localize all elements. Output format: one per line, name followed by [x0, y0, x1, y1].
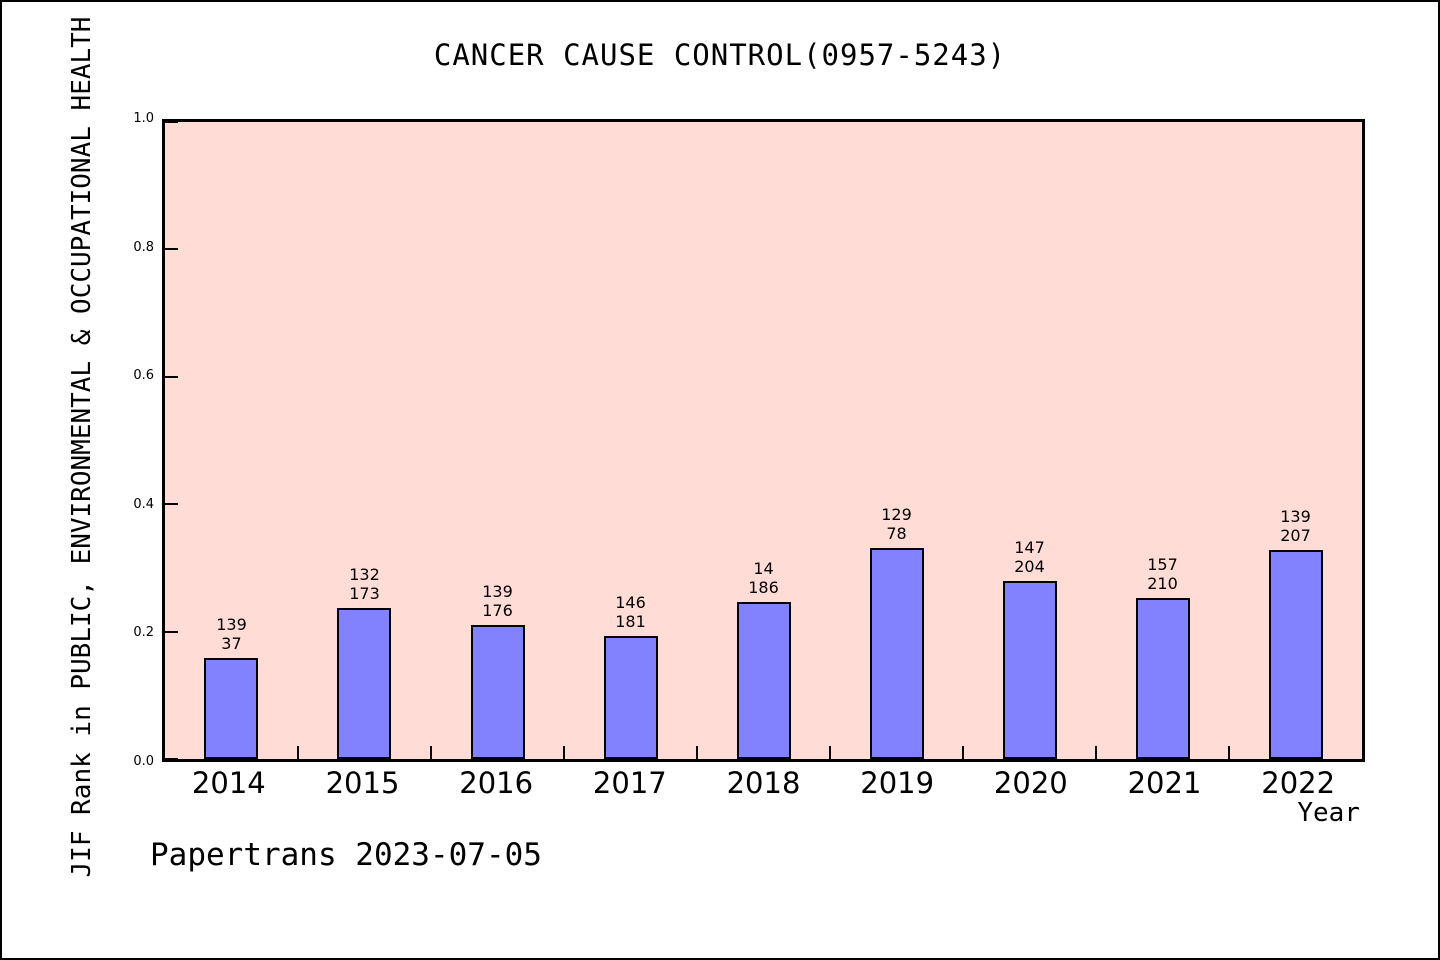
bar-2017 [603, 636, 658, 759]
bar-value-label-2021: 157 210 [1147, 555, 1178, 594]
y-tick-label-0.8: 0.8 [133, 239, 154, 255]
x-tick-label-2019: 2019 [860, 766, 935, 800]
y-tick-0.0 [165, 758, 178, 760]
y-tick-label-0.6: 0.6 [133, 368, 154, 384]
bar-value-label-2019: 129 78 [881, 505, 912, 544]
x-boundary-tick [695, 746, 698, 759]
x-boundary-tick [429, 746, 432, 759]
x-boundary-tick [1095, 746, 1097, 759]
x-tick-label-2022: 2022 [1261, 766, 1336, 800]
x-axis-label: Year [1297, 798, 1360, 828]
x-tick-label-2021: 2021 [1127, 766, 1202, 800]
y-tick-label-0.2: 0.2 [133, 625, 154, 641]
x-boundary-tick [962, 746, 964, 759]
y-tick-0.2 [165, 630, 178, 633]
x-boundary-tick [296, 746, 299, 759]
x-tick-label-2016: 2016 [459, 766, 534, 800]
x-boundary-tick [1227, 746, 1230, 759]
bar-value-label-2016: 139 176 [482, 582, 513, 621]
plot-area: 139 37 132 173 139 176 146 181 14 186 129 78 1… [162, 119, 1365, 762]
bar-2016 [470, 625, 525, 759]
chart-title: CANCER CAUSE CONTROL(0957-5243) [433, 38, 1007, 72]
bar-2014 [204, 658, 259, 759]
footer-watermark: Papertrans 2023-07-05 [150, 837, 542, 873]
bar-2019 [869, 548, 924, 759]
x-tick-label-2015: 2015 [325, 766, 400, 800]
y-tick-0.6 [165, 375, 178, 378]
bar-2020 [1002, 581, 1057, 759]
bar-value-label-2014: 139 37 [216, 615, 247, 654]
x-tick-labels: 2014 2015 2016 2017 2018 2019 2020 2021 2022 [162, 766, 1365, 806]
y-tick-label-1.0: 1.0 [133, 111, 154, 126]
y-tick-0.4 [165, 503, 178, 506]
y-tick-label-0.4: 0.4 [133, 496, 154, 512]
x-boundary-tick [563, 746, 565, 759]
y-axis-label: JIF Rank in PUBLIC, ENVIRONMENTAL & OCCU… [67, 16, 97, 878]
bar-value-label-2022: 139 207 [1280, 507, 1311, 546]
x-tick-label-2014: 2014 [191, 766, 266, 800]
bar-value-label-2017: 146 181 [615, 593, 646, 632]
x-boundary-tick [829, 746, 831, 759]
bar-2022 [1268, 550, 1323, 759]
x-tick-label-2020: 2020 [993, 766, 1068, 800]
y-tick-0.8 [165, 248, 178, 251]
bar-2018 [736, 601, 791, 759]
y-tick-label-0.0: 0.0 [133, 754, 154, 769]
y-tick-1.0 [165, 121, 178, 123]
x-tick-label-2018: 2018 [726, 766, 801, 800]
bar-value-label-2015: 132 173 [349, 565, 380, 604]
bar-2015 [337, 608, 392, 759]
bar-value-label-2020: 147 204 [1014, 538, 1045, 577]
x-tick-label-2017: 2017 [592, 766, 667, 800]
bar-value-label-2018: 14 186 [748, 558, 779, 597]
bar-2021 [1135, 598, 1190, 759]
